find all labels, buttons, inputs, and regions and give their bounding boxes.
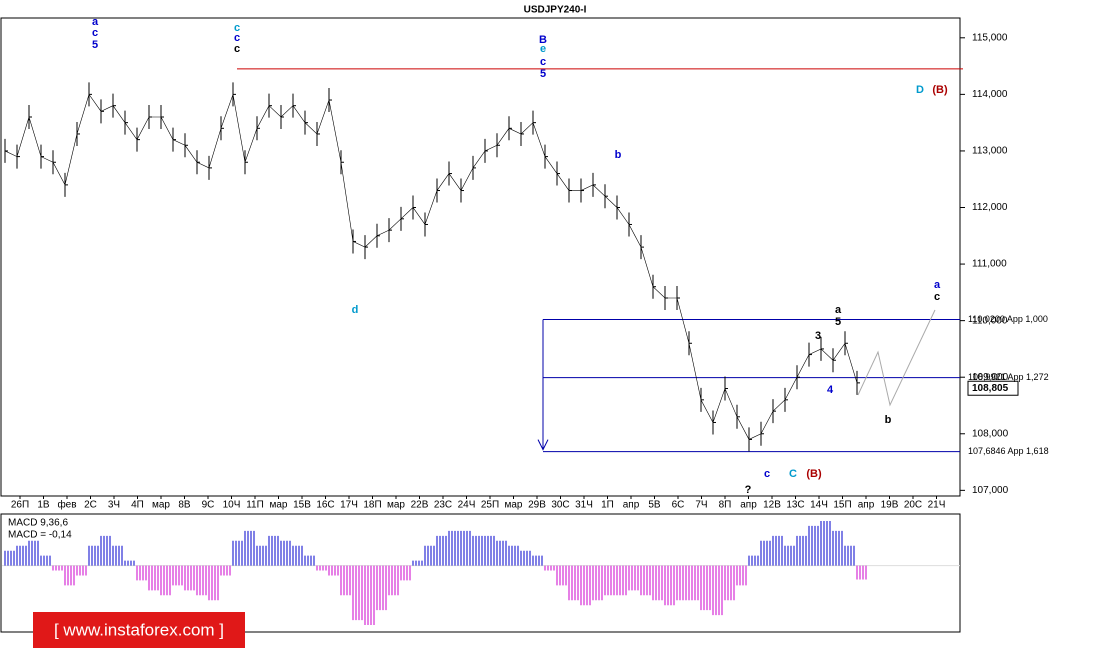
x-tick-label: 4П xyxy=(131,500,144,511)
x-tick-label: 8П xyxy=(719,500,732,511)
wave-label: a xyxy=(835,304,842,316)
chart-title: USDJPY240-I xyxy=(524,5,587,16)
x-tick-label: 8В xyxy=(178,500,191,511)
level-label: 107,6846 App 1,618 xyxy=(968,446,1049,456)
y-tick-label: 115,000 xyxy=(972,32,1008,43)
x-tick-label: 25П xyxy=(481,500,499,511)
x-tick-label: 19В xyxy=(881,500,899,511)
wave-label: 3 xyxy=(815,330,821,342)
x-tick-label: 14Ч xyxy=(810,500,828,511)
y-tick-label: 110,000 xyxy=(972,315,1008,326)
x-tick-label: 18П xyxy=(363,500,381,511)
wave-label: c xyxy=(934,291,940,303)
x-tick-label: мар xyxy=(505,500,523,511)
x-tick-label: 12В xyxy=(763,500,781,511)
x-tick-label: фев xyxy=(57,499,76,511)
x-tick-label: 2С xyxy=(84,500,97,511)
macd-title: MACD 9,36,6 xyxy=(8,518,68,529)
wave-label: (B) xyxy=(932,84,948,96)
x-tick-label: 5В xyxy=(648,500,661,511)
wave-label: ? xyxy=(745,484,752,496)
y-tick-label: 112,000 xyxy=(972,202,1008,213)
wave-label: c xyxy=(234,32,240,44)
wave-label: c xyxy=(540,56,546,68)
macd-current: MACD = -0,14 xyxy=(8,530,72,541)
x-tick-label: 16С xyxy=(316,500,334,511)
x-tick-label: 11П xyxy=(246,500,264,511)
wave-label: 5 xyxy=(835,316,841,328)
x-tick-label: апр xyxy=(740,500,757,511)
x-tick-label: 30С xyxy=(551,500,569,511)
arrow-head xyxy=(537,439,549,451)
y-tick-label: 107,000 xyxy=(972,485,1009,496)
wave-label: 4 xyxy=(827,384,834,396)
price-line xyxy=(4,93,858,440)
x-tick-label: 24Ч xyxy=(458,500,476,511)
x-tick-label: 23С xyxy=(434,500,452,511)
x-tick-label: 7Ч xyxy=(695,500,707,511)
last-price-label: 108,805 xyxy=(972,383,1009,394)
wave-label: D xyxy=(916,84,924,96)
x-tick-label: 29В xyxy=(528,500,546,511)
x-tick-label: 15В xyxy=(293,500,311,511)
watermark: [ www.instaforex.com ] xyxy=(54,620,224,639)
wave-label: C xyxy=(789,468,797,480)
wave-label: c xyxy=(234,22,240,34)
y-tick-label: 109,000 xyxy=(972,372,1009,383)
x-tick-label: 6С xyxy=(672,500,685,511)
x-tick-label: апр xyxy=(623,500,640,511)
wave-label: d xyxy=(352,304,359,316)
x-tick-label: 10Ч xyxy=(223,500,241,511)
y-tick-label: 111,000 xyxy=(972,259,1007,270)
x-tick-label: 21Ч xyxy=(928,500,946,511)
wave-label: c xyxy=(234,43,240,55)
forecast xyxy=(857,309,936,407)
level-label: 110,0200 App 1,000 xyxy=(968,314,1048,324)
wave-label: 5 xyxy=(92,39,98,51)
macd-frame xyxy=(0,513,961,633)
plot-frame xyxy=(0,17,961,497)
x-tick-label: мар xyxy=(270,500,288,511)
x-tick-label: 17Ч xyxy=(340,500,358,511)
wave-label: 5 xyxy=(540,68,546,80)
wave-label: b xyxy=(615,149,622,161)
wave-label: a xyxy=(92,16,99,28)
wave-label: a xyxy=(934,279,941,291)
last-price-box xyxy=(967,380,1019,396)
y-tick-label: 113,000 xyxy=(972,146,1008,157)
x-tick-label: 22В xyxy=(411,500,429,511)
x-tick-label: 26П xyxy=(11,500,29,511)
wave-label: b xyxy=(885,414,892,426)
wave-label: c xyxy=(92,27,98,39)
x-tick-label: мар xyxy=(387,500,405,511)
x-tick-label: 20С xyxy=(904,500,922,511)
watermark-bg xyxy=(33,612,245,648)
x-tick-label: апр xyxy=(858,500,875,511)
wave-label: c xyxy=(764,468,770,480)
x-tick-label: 15П xyxy=(833,500,851,511)
x-tick-label: 1П xyxy=(601,500,614,511)
x-tick-label: 1В xyxy=(37,500,50,511)
y-tick-label: 114,000 xyxy=(972,89,1008,100)
wave-label: B xyxy=(539,34,547,46)
y-tick-label: 108,000 xyxy=(972,428,1009,439)
x-tick-label: 31Ч xyxy=(575,500,593,511)
level-label: 108,9921 App 1,272 xyxy=(968,372,1049,382)
x-tick-label: 9С xyxy=(202,500,215,511)
x-tick-label: 13С xyxy=(786,500,804,511)
x-tick-label: 3Ч xyxy=(108,500,120,511)
wave-label: e xyxy=(540,43,546,55)
x-tick-label: мар xyxy=(152,500,170,511)
wave-label: (B) xyxy=(806,468,822,480)
